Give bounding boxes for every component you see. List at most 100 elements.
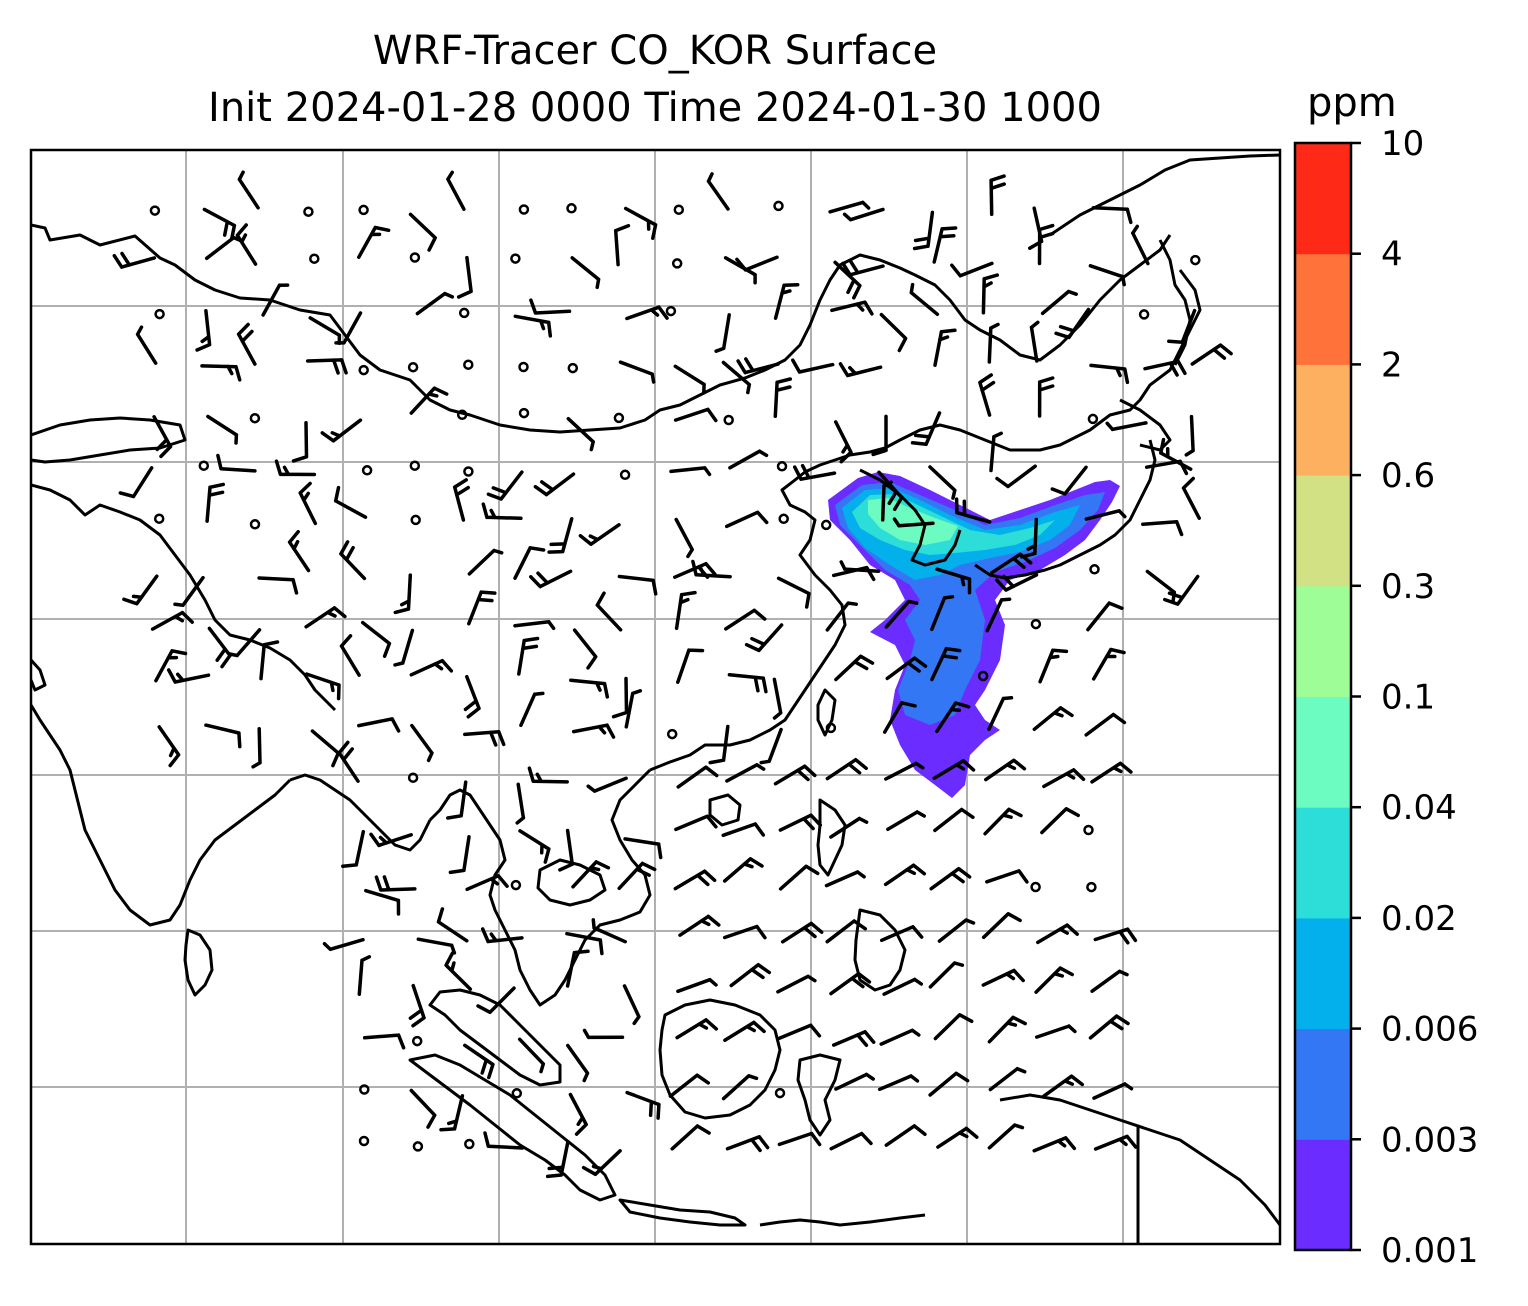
wind-barb	[928, 961, 965, 989]
wind-barb	[932, 759, 976, 780]
colorbar-tick-label: 0.3	[1381, 567, 1435, 607]
wind-barb	[205, 482, 226, 523]
wind-barb	[1184, 414, 1195, 457]
wind-barb	[204, 235, 243, 261]
coastline-indochina	[428, 768, 652, 1007]
wind-barb	[933, 328, 957, 367]
wind-barb	[393, 628, 415, 667]
wind-barb	[409, 658, 454, 677]
map-frame	[29, 148, 1282, 1246]
wind-barb	[1029, 320, 1040, 363]
wind-barb-calm	[1086, 881, 1097, 893]
wind-barb	[773, 764, 817, 786]
wind-barb	[678, 914, 721, 937]
coastline-java	[618, 1198, 747, 1227]
wind-barb	[235, 223, 258, 266]
wind-barb	[1093, 927, 1138, 945]
wind-barb	[936, 1126, 979, 1149]
wind-barb	[436, 907, 469, 943]
wind-barb	[578, 523, 621, 546]
wind-barb	[831, 1030, 876, 1048]
wind-barb-calm	[774, 1087, 786, 1099]
wind-barb	[320, 418, 363, 443]
wind-barb	[118, 466, 154, 499]
coastline-central-asia	[31, 483, 337, 712]
wind-barb	[988, 1066, 1027, 1092]
wind-barb	[1091, 205, 1133, 225]
wind-barb	[724, 608, 767, 631]
wind-barb-calm	[820, 519, 832, 531]
wind-barb	[310, 729, 341, 768]
wind-barb	[527, 766, 569, 784]
colorbar-tick-label: 10	[1381, 124, 1424, 164]
wind-barb	[565, 949, 590, 988]
wind-barb	[357, 225, 391, 259]
wind-barb-calm	[412, 1141, 424, 1152]
wind-barb	[513, 546, 546, 580]
wind-barb	[1093, 1134, 1138, 1151]
wind-barb-calm	[778, 513, 789, 525]
wind-barb	[409, 386, 449, 415]
wind-barb	[744, 623, 784, 653]
wind-barb	[987, 322, 1000, 364]
wind-barb	[1131, 224, 1150, 266]
wind-barb	[879, 925, 924, 943]
wind-barb	[623, 206, 658, 240]
wind-barb	[725, 1135, 770, 1153]
wind-barb-calm	[723, 414, 734, 426]
wind-barbs-field	[112, 170, 1233, 1179]
wind-barb	[674, 814, 718, 832]
wind-barb	[877, 1074, 920, 1092]
chart-title-line-2: Init 2024-01-28 0000 Time 2024-01-30 100…	[208, 85, 1102, 131]
wind-barb	[1190, 343, 1233, 366]
wind-barb	[1084, 509, 1127, 521]
wind-barb	[928, 465, 957, 500]
wind-barb	[446, 170, 466, 211]
wind-barb	[595, 591, 623, 632]
wind-barb	[984, 758, 1027, 782]
wind-barb	[1032, 706, 1074, 732]
wind-barb	[364, 888, 401, 916]
wind-barb	[668, 1073, 711, 1098]
wind-barb	[154, 649, 188, 683]
wind-barb	[885, 656, 928, 681]
wind-barb-calm	[1083, 824, 1094, 836]
wind-barb	[517, 636, 540, 676]
colorbar-bin	[1295, 696, 1351, 808]
wind-barb	[582, 1028, 625, 1040]
wind-barb	[673, 364, 706, 395]
coastline-borneo	[658, 998, 782, 1120]
wind-barb	[691, 559, 732, 579]
wind-barb	[673, 407, 718, 423]
wind-barb	[776, 576, 811, 609]
wind-barb-calm	[773, 200, 784, 212]
wind-barb	[304, 606, 347, 629]
wind-barb	[415, 291, 455, 316]
wind-barb	[708, 724, 730, 765]
coastline-lesser-sunda	[759, 1213, 926, 1227]
wind-barb	[723, 1020, 766, 1042]
wind-barb	[360, 620, 392, 658]
wind-barb	[987, 696, 1014, 731]
wind-barb	[1091, 647, 1126, 681]
colorbar-tick-label: 4	[1381, 235, 1403, 275]
wind-barb	[1040, 289, 1078, 316]
wind-barb	[467, 548, 504, 576]
coastline-kamchatka	[1158, 239, 1192, 366]
wind-barb	[877, 470, 904, 512]
wind-barb	[529, 569, 573, 589]
coastline-sumatra	[408, 1053, 617, 1202]
wind-barb	[122, 574, 159, 606]
wind-barb	[772, 677, 783, 720]
wind-barb	[828, 200, 871, 214]
wind-barb	[776, 974, 817, 994]
wind-barb	[987, 1015, 1027, 1044]
wind-barb	[463, 674, 481, 719]
wind-barb	[829, 816, 869, 839]
wind-barb	[729, 962, 772, 988]
wind-barb	[1084, 712, 1127, 737]
wind-barb	[617, 861, 657, 891]
wind-barb	[517, 1037, 546, 1074]
wind-barb	[892, 517, 935, 528]
